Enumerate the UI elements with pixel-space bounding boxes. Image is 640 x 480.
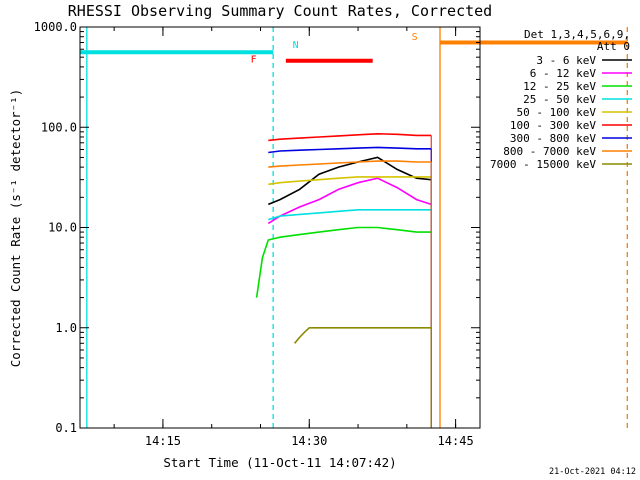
x-tick-label-2: 14:45 [438, 434, 474, 448]
x-axis-ticks: 14:15 14:30 14:45 [113, 27, 474, 448]
plot-frame [79, 26, 481, 429]
series-line-3-seg1 [268, 209, 432, 221]
series-line-0-seg1 [267, 156, 432, 206]
series-line-7-seg1 [268, 160, 432, 168]
y-tick-label-0: 0.1 [55, 421, 77, 435]
series-line-5-seg1 [268, 132, 432, 142]
legend-header-0: Det 1,3,4,5,6,9, [524, 28, 630, 41]
x-tick-label-1: 14:30 [291, 434, 327, 448]
legend-entry-4: 50 - 100 keV [517, 106, 597, 119]
legend-entry-7: 800 - 7000 keV [503, 145, 596, 158]
y-axis-ticks: 0.1 1.0 10.0 100.0 1000.0 [34, 20, 480, 435]
band-label-N: N [293, 40, 299, 51]
legend-entry-1: 6 - 12 keV [530, 67, 597, 80]
legend-entry-5: 100 - 300 keV [510, 119, 596, 132]
legend-entry-2: 12 - 25 keV [523, 80, 596, 93]
footer-timestamp: 21-Oct-2021 04:12 [549, 467, 636, 477]
y-tick-label-3: 100.0 [41, 120, 77, 134]
band-label-S: S [412, 32, 418, 43]
x-axis-label: Start Time (11-Oct-11 14:07:42) [163, 455, 396, 470]
legend-entry-6: 300 - 800 keV [510, 132, 596, 145]
legend-entry-8: 7000 - 15000 keV [490, 158, 596, 171]
y-tick-label-2: 10.0 [48, 221, 77, 235]
series-line-6-seg1 [268, 146, 432, 154]
series-line-4-seg1 [268, 176, 432, 186]
legend-entry-3: 25 - 50 keV [523, 93, 596, 106]
legend-header-1: Att 0 [597, 40, 630, 53]
y-tick-label-4: 1000.0 [34, 20, 77, 34]
legend-entry-0: 3 - 6 keV [536, 54, 596, 67]
band-label-F: F [251, 55, 257, 66]
y-axis-label: Corrected Count Rate (s⁻¹ detector⁻¹) [8, 89, 23, 367]
chart-title: RHESSI Observing Summary Count Rates, Co… [68, 2, 492, 20]
x-tick-label-0: 14:15 [145, 434, 181, 448]
series-line-2-seg1 [255, 226, 432, 298]
series-line-8-seg1 [293, 326, 432, 344]
y-tick-label-1: 1.0 [55, 321, 77, 335]
series-line-1-seg1 [267, 177, 432, 225]
